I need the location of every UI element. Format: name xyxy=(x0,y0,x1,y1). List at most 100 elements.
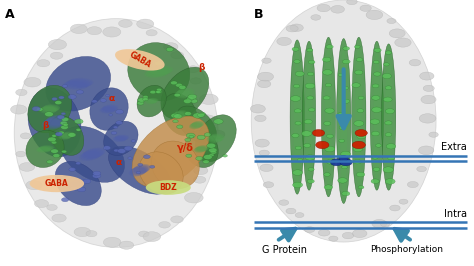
Circle shape xyxy=(45,112,54,117)
Ellipse shape xyxy=(131,166,148,175)
Text: GABA: GABA xyxy=(128,50,152,70)
Circle shape xyxy=(354,160,361,164)
Circle shape xyxy=(171,113,179,118)
Ellipse shape xyxy=(374,47,380,184)
Circle shape xyxy=(47,205,57,210)
Ellipse shape xyxy=(190,122,202,128)
Circle shape xyxy=(193,167,208,174)
Circle shape xyxy=(171,216,183,223)
Ellipse shape xyxy=(193,147,207,153)
Circle shape xyxy=(52,135,56,137)
Circle shape xyxy=(48,137,56,142)
Ellipse shape xyxy=(132,116,209,187)
Circle shape xyxy=(71,24,87,34)
Circle shape xyxy=(257,72,273,81)
Ellipse shape xyxy=(68,181,84,189)
Circle shape xyxy=(193,113,202,118)
Circle shape xyxy=(111,131,117,135)
Ellipse shape xyxy=(42,119,63,130)
Circle shape xyxy=(386,144,396,149)
Text: Extra: Extra xyxy=(441,142,467,152)
Circle shape xyxy=(60,121,67,125)
Ellipse shape xyxy=(116,135,129,140)
Circle shape xyxy=(155,91,161,93)
Ellipse shape xyxy=(134,164,151,173)
Ellipse shape xyxy=(58,134,72,140)
Text: β: β xyxy=(42,120,48,130)
Ellipse shape xyxy=(102,105,118,112)
Ellipse shape xyxy=(132,165,150,174)
Ellipse shape xyxy=(172,112,185,119)
Ellipse shape xyxy=(340,45,347,197)
Circle shape xyxy=(342,232,354,239)
Circle shape xyxy=(307,96,314,100)
Ellipse shape xyxy=(176,90,193,98)
Ellipse shape xyxy=(60,126,125,182)
Circle shape xyxy=(417,166,427,172)
Circle shape xyxy=(342,191,350,196)
Circle shape xyxy=(385,179,395,184)
Circle shape xyxy=(329,236,338,241)
Ellipse shape xyxy=(174,111,187,117)
Ellipse shape xyxy=(185,130,218,168)
Ellipse shape xyxy=(209,134,224,142)
Circle shape xyxy=(48,39,66,50)
Circle shape xyxy=(372,107,382,113)
Text: α: α xyxy=(108,94,115,103)
Circle shape xyxy=(373,167,380,171)
Circle shape xyxy=(156,88,162,91)
Circle shape xyxy=(295,121,301,125)
Circle shape xyxy=(342,86,348,90)
Ellipse shape xyxy=(175,110,188,117)
Ellipse shape xyxy=(70,180,86,187)
Circle shape xyxy=(260,164,273,172)
Ellipse shape xyxy=(49,116,84,155)
Circle shape xyxy=(255,115,266,122)
Circle shape xyxy=(292,134,299,138)
Ellipse shape xyxy=(60,132,73,138)
Circle shape xyxy=(77,187,86,192)
Circle shape xyxy=(286,208,296,214)
Circle shape xyxy=(24,77,41,87)
Circle shape xyxy=(327,134,333,138)
Circle shape xyxy=(86,231,97,237)
Text: α: α xyxy=(115,158,122,167)
Ellipse shape xyxy=(44,117,65,128)
Circle shape xyxy=(372,131,380,136)
Circle shape xyxy=(68,133,76,137)
Ellipse shape xyxy=(66,80,91,88)
Text: A: A xyxy=(5,8,14,21)
Circle shape xyxy=(203,155,212,160)
Circle shape xyxy=(159,222,170,228)
Circle shape xyxy=(61,113,65,115)
Text: B: B xyxy=(254,8,263,21)
Circle shape xyxy=(173,120,178,123)
Circle shape xyxy=(259,150,269,156)
Ellipse shape xyxy=(195,115,236,162)
Ellipse shape xyxy=(67,79,92,87)
Circle shape xyxy=(52,214,66,222)
Ellipse shape xyxy=(146,68,170,77)
Ellipse shape xyxy=(145,99,156,104)
Circle shape xyxy=(76,162,81,165)
Circle shape xyxy=(352,83,360,88)
Circle shape xyxy=(52,97,57,101)
Circle shape xyxy=(372,156,378,159)
Circle shape xyxy=(370,119,380,124)
Circle shape xyxy=(356,172,365,177)
Circle shape xyxy=(291,96,301,101)
Circle shape xyxy=(118,20,132,27)
Circle shape xyxy=(143,98,148,101)
Ellipse shape xyxy=(63,81,88,90)
Text: Intra: Intra xyxy=(444,209,467,219)
Circle shape xyxy=(322,57,331,62)
Circle shape xyxy=(356,58,363,61)
Circle shape xyxy=(166,47,173,52)
Circle shape xyxy=(327,159,336,164)
Circle shape xyxy=(150,165,155,168)
Circle shape xyxy=(340,159,352,166)
Ellipse shape xyxy=(61,132,74,138)
Ellipse shape xyxy=(147,98,158,103)
Circle shape xyxy=(183,99,191,103)
Circle shape xyxy=(103,237,121,247)
